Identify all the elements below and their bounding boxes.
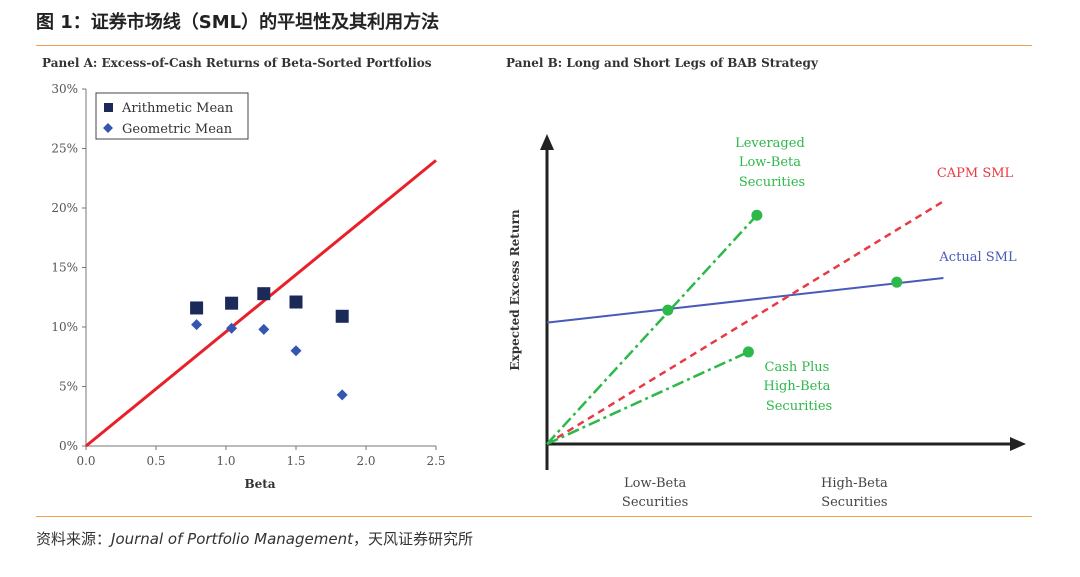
x-tick-label: 1.0 [216, 454, 235, 468]
geometric-mean-point [290, 345, 302, 357]
panel-b-xticks: Low-Beta Securities High-Beta Securities [622, 476, 888, 510]
legend-diamond-icon [103, 123, 113, 133]
panel-b-point [891, 276, 903, 288]
panel-b-point [662, 304, 674, 316]
annotation-cash-plus: Cash Plus High-Beta Securities [764, 360, 835, 414]
figure-title: 图 1：证券市场线（SML）的平坦性及其利用方法 [36, 12, 440, 33]
panel-b-points [662, 209, 903, 358]
y-tick-label: 5% [59, 380, 78, 394]
y-tick-label: 0% [59, 439, 78, 453]
geometric-mean-point [191, 319, 203, 331]
panel-b-point [742, 346, 754, 358]
annotation-leveraged: Leveraged Low-Beta Securities [735, 136, 809, 190]
x-tick-label: 0.0 [76, 454, 95, 468]
x-axis-arrow-icon [1010, 437, 1026, 451]
y-tick-label: 15% [51, 261, 78, 275]
x-tick-label: 1.5 [286, 454, 305, 468]
panel-b-lines [546, 200, 945, 446]
source-prefix: 资料来源： [36, 530, 112, 548]
arithmetic-mean-point [335, 309, 349, 323]
arithmetic-mean-point [289, 295, 303, 309]
legend-label-arithmetic: Arithmetic Mean [121, 101, 234, 116]
source-rule [36, 516, 1032, 517]
geometric-mean-point [226, 322, 238, 334]
x-tick-label: 2.5 [426, 454, 445, 468]
annotation-actual-sml: Actual SML [938, 250, 1017, 265]
panel-a-title: Panel A: Excess-of-Cash Returns of Beta-… [42, 56, 432, 70]
line-cash-plus-high-beta-securities [546, 350, 749, 446]
x-tick-label: 0.5 [146, 454, 165, 468]
legend-label-geometric: Geometric Mean [122, 122, 233, 137]
y-tick-label: 20% [51, 201, 78, 215]
line-leveraged-low-beta-securities [546, 214, 758, 445]
arithmetic-mean-point [190, 301, 204, 315]
geometric-mean-point [336, 389, 348, 401]
panel-a-sml [85, 159, 437, 448]
sml-line [85, 159, 437, 448]
y-tick-label: 25% [51, 142, 78, 156]
panel-b-ylabel: Expected Excess Return [508, 209, 522, 371]
annotation-capm-sml: CAPM SML [937, 166, 1014, 181]
panel-a: Panel A: Excess-of-Cash Returns of Beta-… [42, 56, 446, 491]
panel-b-point [751, 209, 763, 221]
line-capm-sml [546, 200, 945, 446]
title-rule [36, 45, 1032, 46]
source-note: 资料来源：Journal of Portfolio Management，天风证… [36, 528, 473, 549]
arithmetic-mean-point [257, 287, 271, 301]
panel-b-x-tick-label: High-Beta Securities [821, 476, 888, 510]
panel-b-title: Panel B: Long and Short Legs of BAB Stra… [506, 56, 819, 70]
panel-b-x-tick-label: Low-Beta Securities [622, 476, 688, 510]
y-axis-arrow-icon [540, 134, 554, 150]
panel-a-legend: Arithmetic Mean Geometric Mean [95, 92, 249, 140]
panel-a-axes: 0% 5% 10% 15% 20% 25% 30% 0.0 0.5 1.0 1.5 2.0 2.5 [51, 82, 445, 468]
panel-b: Panel B: Long and Short Legs of BAB Stra… [506, 56, 1026, 510]
legend-square-icon [104, 103, 113, 112]
geometric-mean-point [258, 323, 270, 335]
panel-b-axes [540, 134, 1026, 470]
arithmetic-mean-point [225, 296, 239, 310]
y-tick-label: 10% [51, 320, 78, 334]
y-tick-label: 30% [51, 82, 78, 96]
x-tick-label: 2.0 [356, 454, 375, 468]
legend-box [95, 92, 249, 140]
panel-b-annotations: Leveraged Low-Beta Securities CAPM SML A… [735, 136, 1017, 414]
source-suffix: ，天风证券研究所 [352, 530, 473, 548]
source-journal: Journal of Portfolio Management [111, 530, 353, 548]
panel-a-xlabel: Beta [244, 477, 275, 491]
line-actual-sml [546, 277, 944, 324]
panel-a-markers [190, 287, 349, 401]
